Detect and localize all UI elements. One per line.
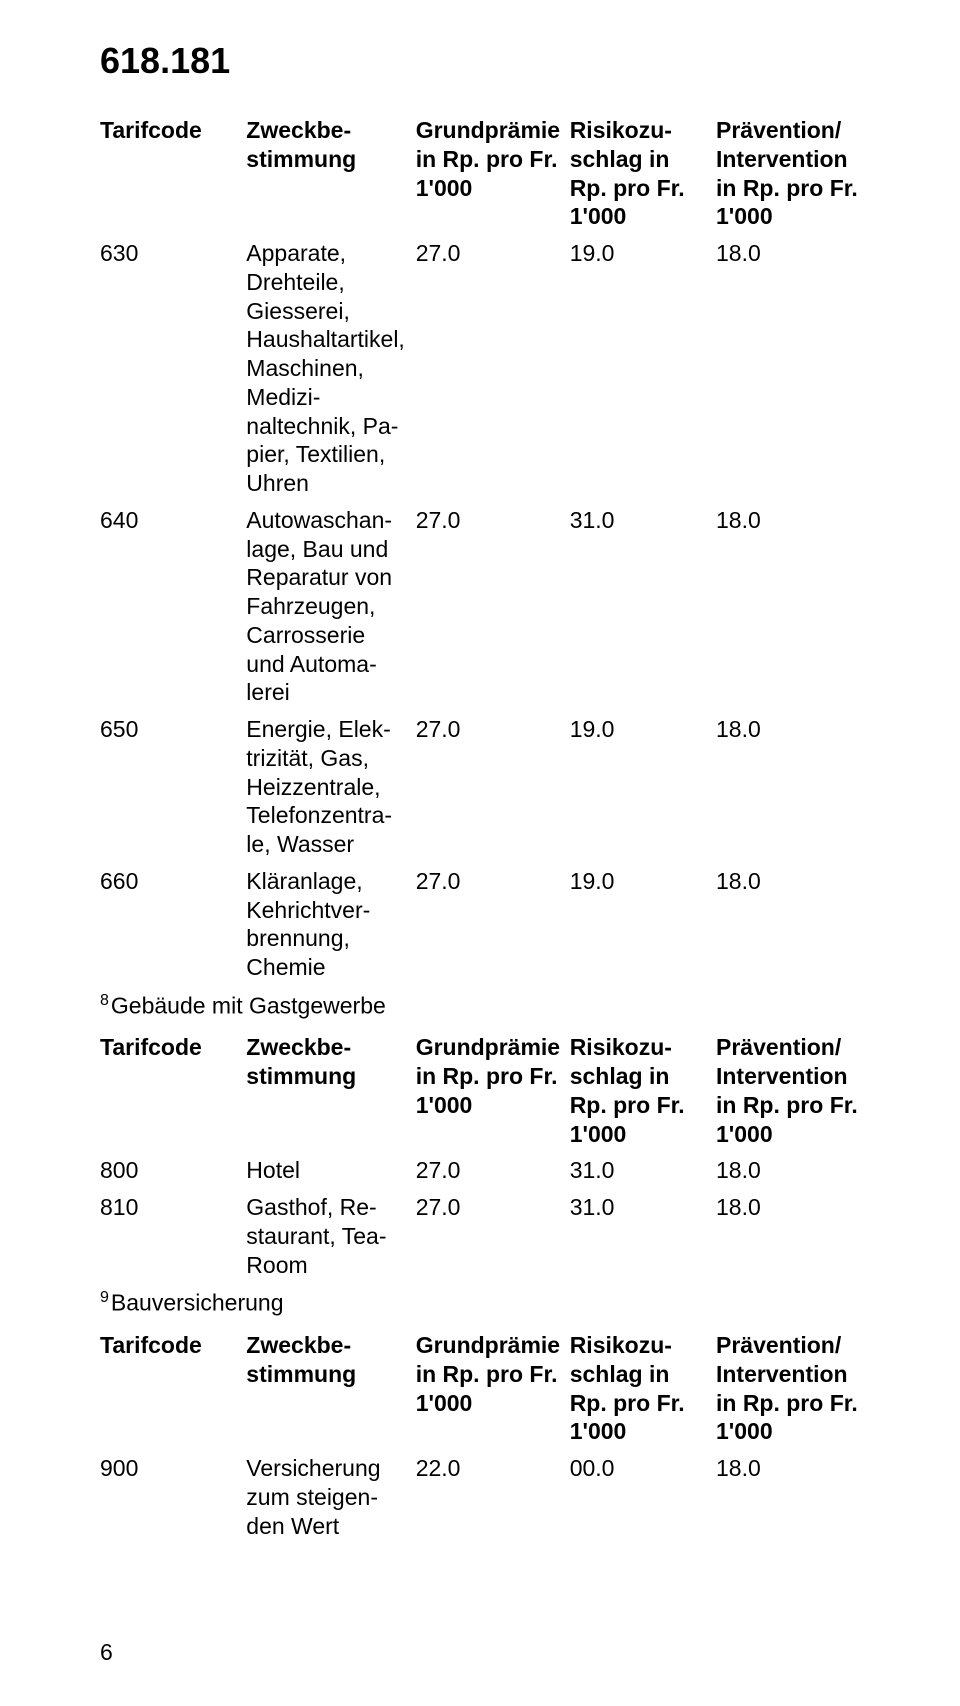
- cell-v1: 27.0: [416, 711, 570, 863]
- table-row: 640 Autowaschan­lage, Bau und Reparatur …: [100, 502, 870, 711]
- cell-code: 660: [100, 863, 246, 986]
- table-header-row: Tarifcode Zweckbe­stimmung Grundprämie i…: [100, 1029, 870, 1152]
- col-tarifcode: Tarifcode: [100, 1029, 246, 1152]
- cell-v3: 18.0: [716, 711, 870, 863]
- col-praev: Prävention/ Intervention in Rp. pro Fr. …: [716, 1327, 870, 1450]
- cell-v3: 18.0: [716, 863, 870, 986]
- table-row: 650 Energie, Elek­trizität, Gas, Heizzen…: [100, 711, 870, 863]
- col-zweck: Zweckbe­stimmung: [246, 1327, 415, 1450]
- cell-desc: Autowaschan­lage, Bau und Reparatur von …: [246, 502, 415, 711]
- cell-v1: 27.0: [416, 1189, 570, 1283]
- table-row: 810 Gasthof, Re­staurant, Tea-Room 27.0 …: [100, 1189, 870, 1283]
- cell-v3: 18.0: [716, 235, 870, 502]
- cell-v3: 18.0: [716, 1450, 870, 1544]
- cell-v1: 27.0: [416, 235, 570, 502]
- cell-desc: Apparate, Drehteile, Giesserei, Haushalt…: [246, 235, 415, 502]
- section-sup: 8: [100, 992, 109, 1009]
- col-grund: Grundprämie in Rp. pro Fr. 1'000: [416, 1029, 570, 1152]
- cell-code: 650: [100, 711, 246, 863]
- col-grund: Grundprämie in Rp. pro Fr. 1'000: [416, 112, 570, 235]
- cell-v2: 19.0: [570, 711, 716, 863]
- col-risiko: Risikozu­schlag in Rp. pro Fr. 1'000: [570, 112, 716, 235]
- cell-v2: 31.0: [570, 1152, 716, 1189]
- col-praev: Prävention/ Intervention in Rp. pro Fr. …: [716, 112, 870, 235]
- col-tarifcode: Tarifcode: [100, 112, 246, 235]
- cell-v2: 31.0: [570, 502, 716, 711]
- col-praev: Prävention/ Intervention in Rp. pro Fr. …: [716, 1029, 870, 1152]
- col-grund: Grundprämie in Rp. pro Fr. 1'000: [416, 1327, 570, 1450]
- section-heading-b: 8Gebäude mit Gastgewerbe: [100, 992, 870, 1020]
- cell-desc: Versicherung zum steigen­den Wert: [246, 1450, 415, 1544]
- tariff-table-b: Tarifcode Zweckbe­stimmung Grundprämie i…: [100, 1029, 870, 1283]
- cell-desc: Gasthof, Re­staurant, Tea-Room: [246, 1189, 415, 1283]
- document-number: 618.181: [100, 40, 870, 82]
- cell-desc: Hotel: [246, 1152, 415, 1189]
- tariff-table-a: Tarifcode Zweckbe­stimmung Grundprämie i…: [100, 112, 870, 986]
- table-row: 660 Kläranlage, Kehrichtver­brennung, Ch…: [100, 863, 870, 986]
- cell-code: 810: [100, 1189, 246, 1283]
- cell-code: 800: [100, 1152, 246, 1189]
- cell-desc: Energie, Elek­trizität, Gas, Heizzentral…: [246, 711, 415, 863]
- section-sup: 9: [100, 1289, 109, 1306]
- cell-v1: 22.0: [416, 1450, 570, 1544]
- cell-v2: 31.0: [570, 1189, 716, 1283]
- cell-v3: 18.0: [716, 502, 870, 711]
- cell-v3: 18.0: [716, 1152, 870, 1189]
- cell-v1: 27.0: [416, 502, 570, 711]
- cell-v3: 18.0: [716, 1189, 870, 1283]
- section-heading-c: 9Bauversicherung: [100, 1289, 870, 1317]
- table-row: 800 Hotel 27.0 31.0 18.0: [100, 1152, 870, 1189]
- tariff-table-c: Tarifcode Zweckbe­stimmung Grundprämie i…: [100, 1327, 870, 1544]
- col-risiko: Risikozu­schlag in Rp. pro Fr. 1'000: [570, 1029, 716, 1152]
- col-tarifcode: Tarifcode: [100, 1327, 246, 1450]
- col-zweck: Zweckbe­stimmung: [246, 112, 415, 235]
- cell-code: 900: [100, 1450, 246, 1544]
- page: 618.181 Tarifcode Zweckbe­stimmung Grund…: [0, 0, 960, 1706]
- cell-v1: 27.0: [416, 1152, 570, 1189]
- table-header-row: Tarifcode Zweckbe­stimmung Grundprämie i…: [100, 112, 870, 235]
- cell-v1: 27.0: [416, 863, 570, 986]
- table-row: 900 Versicherung zum steigen­den Wert 22…: [100, 1450, 870, 1544]
- page-number: 6: [100, 1639, 113, 1666]
- cell-desc: Kläranlage, Kehrichtver­brennung, Chemie: [246, 863, 415, 986]
- cell-v2: 19.0: [570, 235, 716, 502]
- section-title: Bauversicherung: [111, 1290, 284, 1316]
- cell-v2: 19.0: [570, 863, 716, 986]
- cell-code: 640: [100, 502, 246, 711]
- col-zweck: Zweckbe­stimmung: [246, 1029, 415, 1152]
- col-risiko: Risikozu­schlag in Rp. pro Fr. 1'000: [570, 1327, 716, 1450]
- table-row: 630 Apparate, Drehteile, Giesserei, Haus…: [100, 235, 870, 502]
- table-header-row: Tarifcode Zweckbe­stimmung Grundprämie i…: [100, 1327, 870, 1450]
- cell-code: 630: [100, 235, 246, 502]
- cell-v2: 00.0: [570, 1450, 716, 1544]
- section-title: Gebäude mit Gastgewerbe: [111, 992, 386, 1018]
